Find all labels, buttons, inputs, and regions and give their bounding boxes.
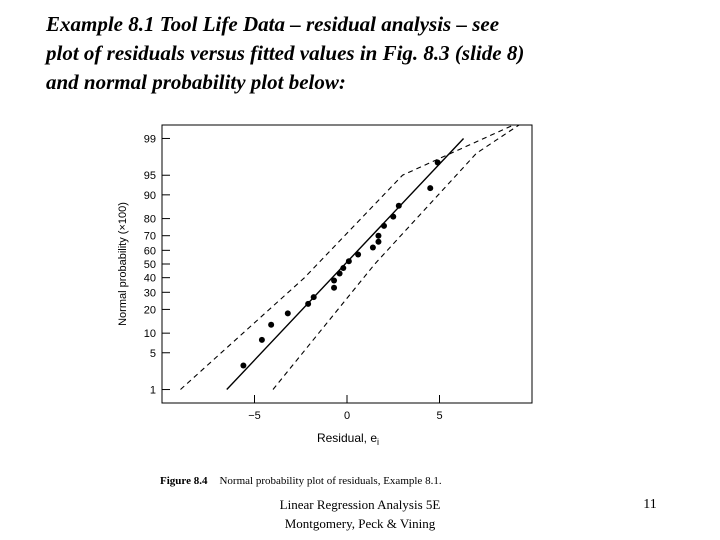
y-tick-label: 50 [144,259,156,271]
y-tick-label: 10 [144,328,156,340]
data-point [355,251,362,258]
data-point [427,185,434,192]
y-tick-label: 1 [150,385,156,397]
data-point [375,238,382,245]
data-point [258,336,265,343]
fit-line [226,137,465,391]
footer: Linear Regression Analysis 5E Montgomery… [245,495,475,533]
x-axis-label: Residual, ei [317,431,379,447]
footer-line: Linear Regression Analysis 5E [279,497,441,512]
data-points [240,159,441,369]
data-point [310,294,317,301]
data-point [395,202,402,209]
lower-confidence-band [272,124,520,390]
x-axis-label-main: Residual, e [317,431,377,445]
x-axis: −5 0 5 [248,395,443,422]
upper-confidence-band [180,124,514,390]
y-tick-label: 80 [144,214,156,226]
slide-title-line: and normal probability plot below: [46,70,346,94]
data-point [390,213,397,220]
confidence-bands [180,124,520,390]
data-point [268,321,275,328]
plot-frame [161,124,533,404]
data-point [240,362,247,369]
fit-line-group [226,137,465,391]
x-tick-label: 5 [436,410,442,422]
data-point [305,300,312,307]
y-tick-label: 60 [144,245,156,257]
figure-caption: Figure 8.4 Normal probability plot of res… [160,475,442,487]
figure-caption-text: Normal probability plot of residuals, Ex… [219,475,441,487]
y-tick-label: 70 [144,231,156,243]
y-axis: 1 5 10 20 30 40 50 60 70 80 90 95 99 [144,133,170,397]
slide-title-line: Example 8.1 Tool Life Data – residual an… [46,12,500,36]
data-point [375,232,382,239]
x-tick-label: −5 [248,410,261,422]
data-point [381,222,387,229]
slide-title-line: plot of residuals versus fitted values i… [46,41,525,65]
y-tick-label: 90 [144,190,156,202]
data-point [340,265,347,272]
y-axis-label: Normal probability (×100) [117,202,129,326]
data-point [434,159,441,166]
data-point [284,310,291,317]
y-tick-label: 40 [144,273,156,285]
y-tick-label: 95 [144,170,156,182]
footer-line: Montgomery, Peck & Vining [284,516,436,531]
page-number: 11 [643,497,657,512]
y-tick-label: 30 [144,287,156,299]
data-point [331,284,338,291]
figure-caption-label: Figure 8.4 [160,475,208,487]
x-axis-label-subscript: i [377,437,379,447]
data-point [331,277,338,284]
x-tick-label: 0 [344,410,350,422]
y-tick-label: 5 [150,348,156,360]
slide-title: Example 8.1 Tool Life Data – residual an… [46,10,686,97]
y-tick-label: 99 [144,133,156,145]
data-point [336,270,343,277]
data-point [369,244,376,251]
y-tick-label: 20 [144,304,156,316]
data-point [345,258,352,265]
